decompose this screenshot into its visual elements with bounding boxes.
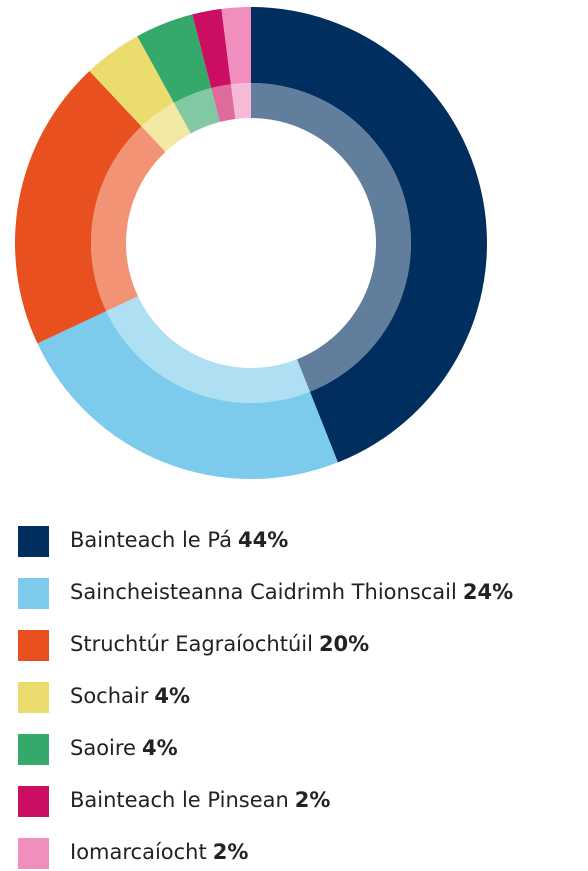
donut-inner-segment — [90, 126, 166, 312]
legend-swatch — [18, 630, 49, 661]
legend-value: 4% — [154, 684, 190, 708]
donut-segment — [14, 70, 142, 344]
legend-label: Struchtúr Eagraíochtúil 20% — [70, 632, 369, 656]
donut-segment — [192, 8, 231, 89]
donut-inner-segment — [173, 88, 220, 134]
legend-value: 44% — [238, 528, 288, 552]
donut-inner-segment — [230, 83, 251, 119]
legend-swatch — [18, 578, 49, 609]
legend-label: Saoire 4% — [70, 736, 178, 760]
legend-value: 4% — [142, 736, 178, 760]
donut-inner-segment — [106, 296, 310, 403]
donut-inner-segment — [211, 84, 236, 122]
legend-label: Bainteach le Pinsean 2% — [70, 788, 330, 812]
donut-segment — [221, 7, 251, 85]
legend-swatch — [18, 786, 49, 817]
legend-label: Saincheisteanna Caidrimh Thionscail 24% — [70, 580, 513, 604]
legend-swatch — [18, 734, 49, 765]
legend-name: Struchtúr Eagraíochtúil — [70, 632, 313, 656]
donut-segment — [89, 36, 174, 127]
legend-value: 2% — [213, 840, 249, 864]
legend-name: Saoire — [70, 736, 136, 760]
donut-inner-segment — [251, 82, 412, 392]
legend-name: Saincheisteanna Caidrimh Thionscail — [70, 580, 457, 604]
legend-name: Sochair — [70, 684, 149, 708]
legend-name: Bainteach le Pinsean — [70, 788, 289, 812]
donut-inner-segment — [141, 102, 191, 152]
legend-swatch — [18, 838, 49, 869]
legend-value: 20% — [319, 632, 369, 656]
legend-label: Iomarcaíocht 2% — [70, 840, 248, 864]
donut-segment — [251, 7, 487, 463]
donut-segment — [137, 14, 212, 103]
legend-swatch — [18, 682, 49, 713]
legend-label: Sochair 4% — [70, 684, 190, 708]
legend-name: Bainteach le Pá — [70, 528, 232, 552]
legend-value: 2% — [295, 788, 331, 812]
legend-label: Bainteach le Pá 44% — [70, 528, 288, 552]
legend-name: Iomarcaíocht — [70, 840, 207, 864]
legend-swatch — [18, 526, 49, 557]
legend-value: 24% — [463, 580, 513, 604]
donut-segment — [37, 311, 338, 479]
